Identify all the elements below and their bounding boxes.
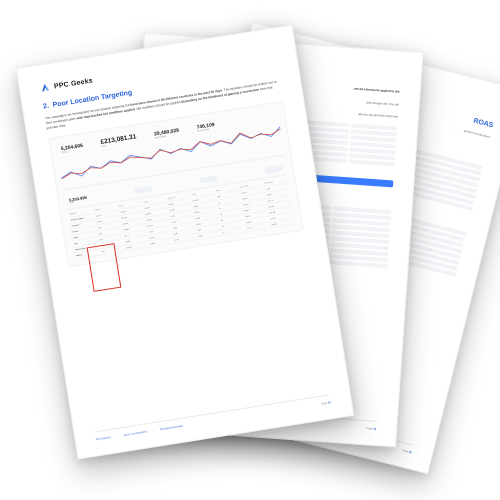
document-fan-mockup: ROAS perform overall above <box>0 0 500 500</box>
brand-name: PPC Geeks <box>54 77 94 90</box>
metric-impressions: 29,480,029 Impressions <box>154 128 180 140</box>
metric-conversions: 746,109 Conversions <box>196 122 215 133</box>
metric-cost: £213,081.31 Cost <box>100 134 137 149</box>
pill-placeholder <box>199 175 218 184</box>
page-number: Page 18 <box>402 449 412 454</box>
footer-link: Grow Your Business <box>124 430 148 437</box>
footer-link: PPC Experts <box>96 436 111 441</box>
pill-placeholder <box>134 185 153 194</box>
page-number: Page 16 <box>366 427 376 431</box>
pill-placeholder <box>264 165 283 174</box>
page-number: Page 14 <box>321 401 331 405</box>
logo-icon <box>39 82 50 93</box>
footer-link: Exceptional Results <box>160 425 183 432</box>
metric-clicks: 5,204,606 Clicks <box>61 143 84 154</box>
analytics-dashboard-screenshot: 5,204,606 Clicks £213,081.31 Cost 29,480… <box>48 101 304 268</box>
